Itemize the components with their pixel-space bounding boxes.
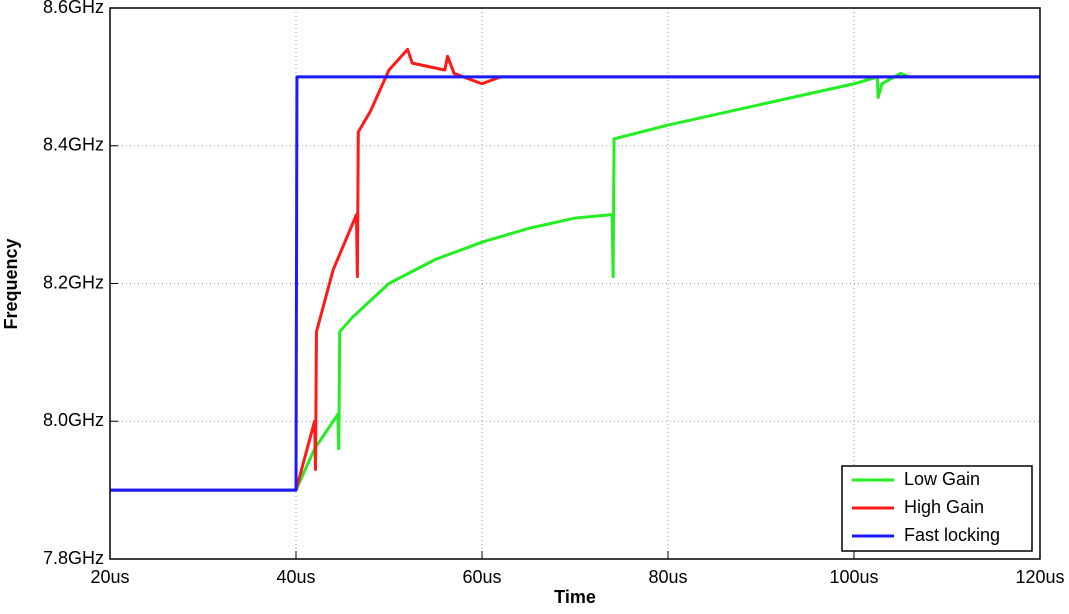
y-tick-label: 7.8GHz [43, 548, 104, 568]
y-tick-label: 8.2GHz [43, 272, 104, 292]
x-tick-label: 40us [276, 567, 315, 587]
x-axis-label: Time [554, 587, 596, 607]
legend-label: Low Gain [904, 469, 980, 489]
y-tick-label: 8.4GHz [43, 135, 104, 155]
x-tick-label: 60us [462, 567, 501, 587]
x-tick-label: 120us [1015, 567, 1064, 587]
series-line [110, 47, 1040, 492]
x-tick-label: 100us [829, 567, 878, 587]
y-tick-label: 8.0GHz [43, 410, 104, 430]
y-axis-label: Frequency [1, 238, 21, 329]
x-tick-label: 20us [90, 567, 129, 587]
series-line [110, 75, 1040, 492]
legend-label: Fast locking [904, 525, 1000, 545]
x-tick-label: 80us [648, 567, 687, 587]
plot-frame [109, 7, 1041, 560]
legend-label: High Gain [904, 497, 984, 517]
series-line [110, 71, 1040, 492]
y-tick-label: 8.6GHz [43, 0, 104, 17]
